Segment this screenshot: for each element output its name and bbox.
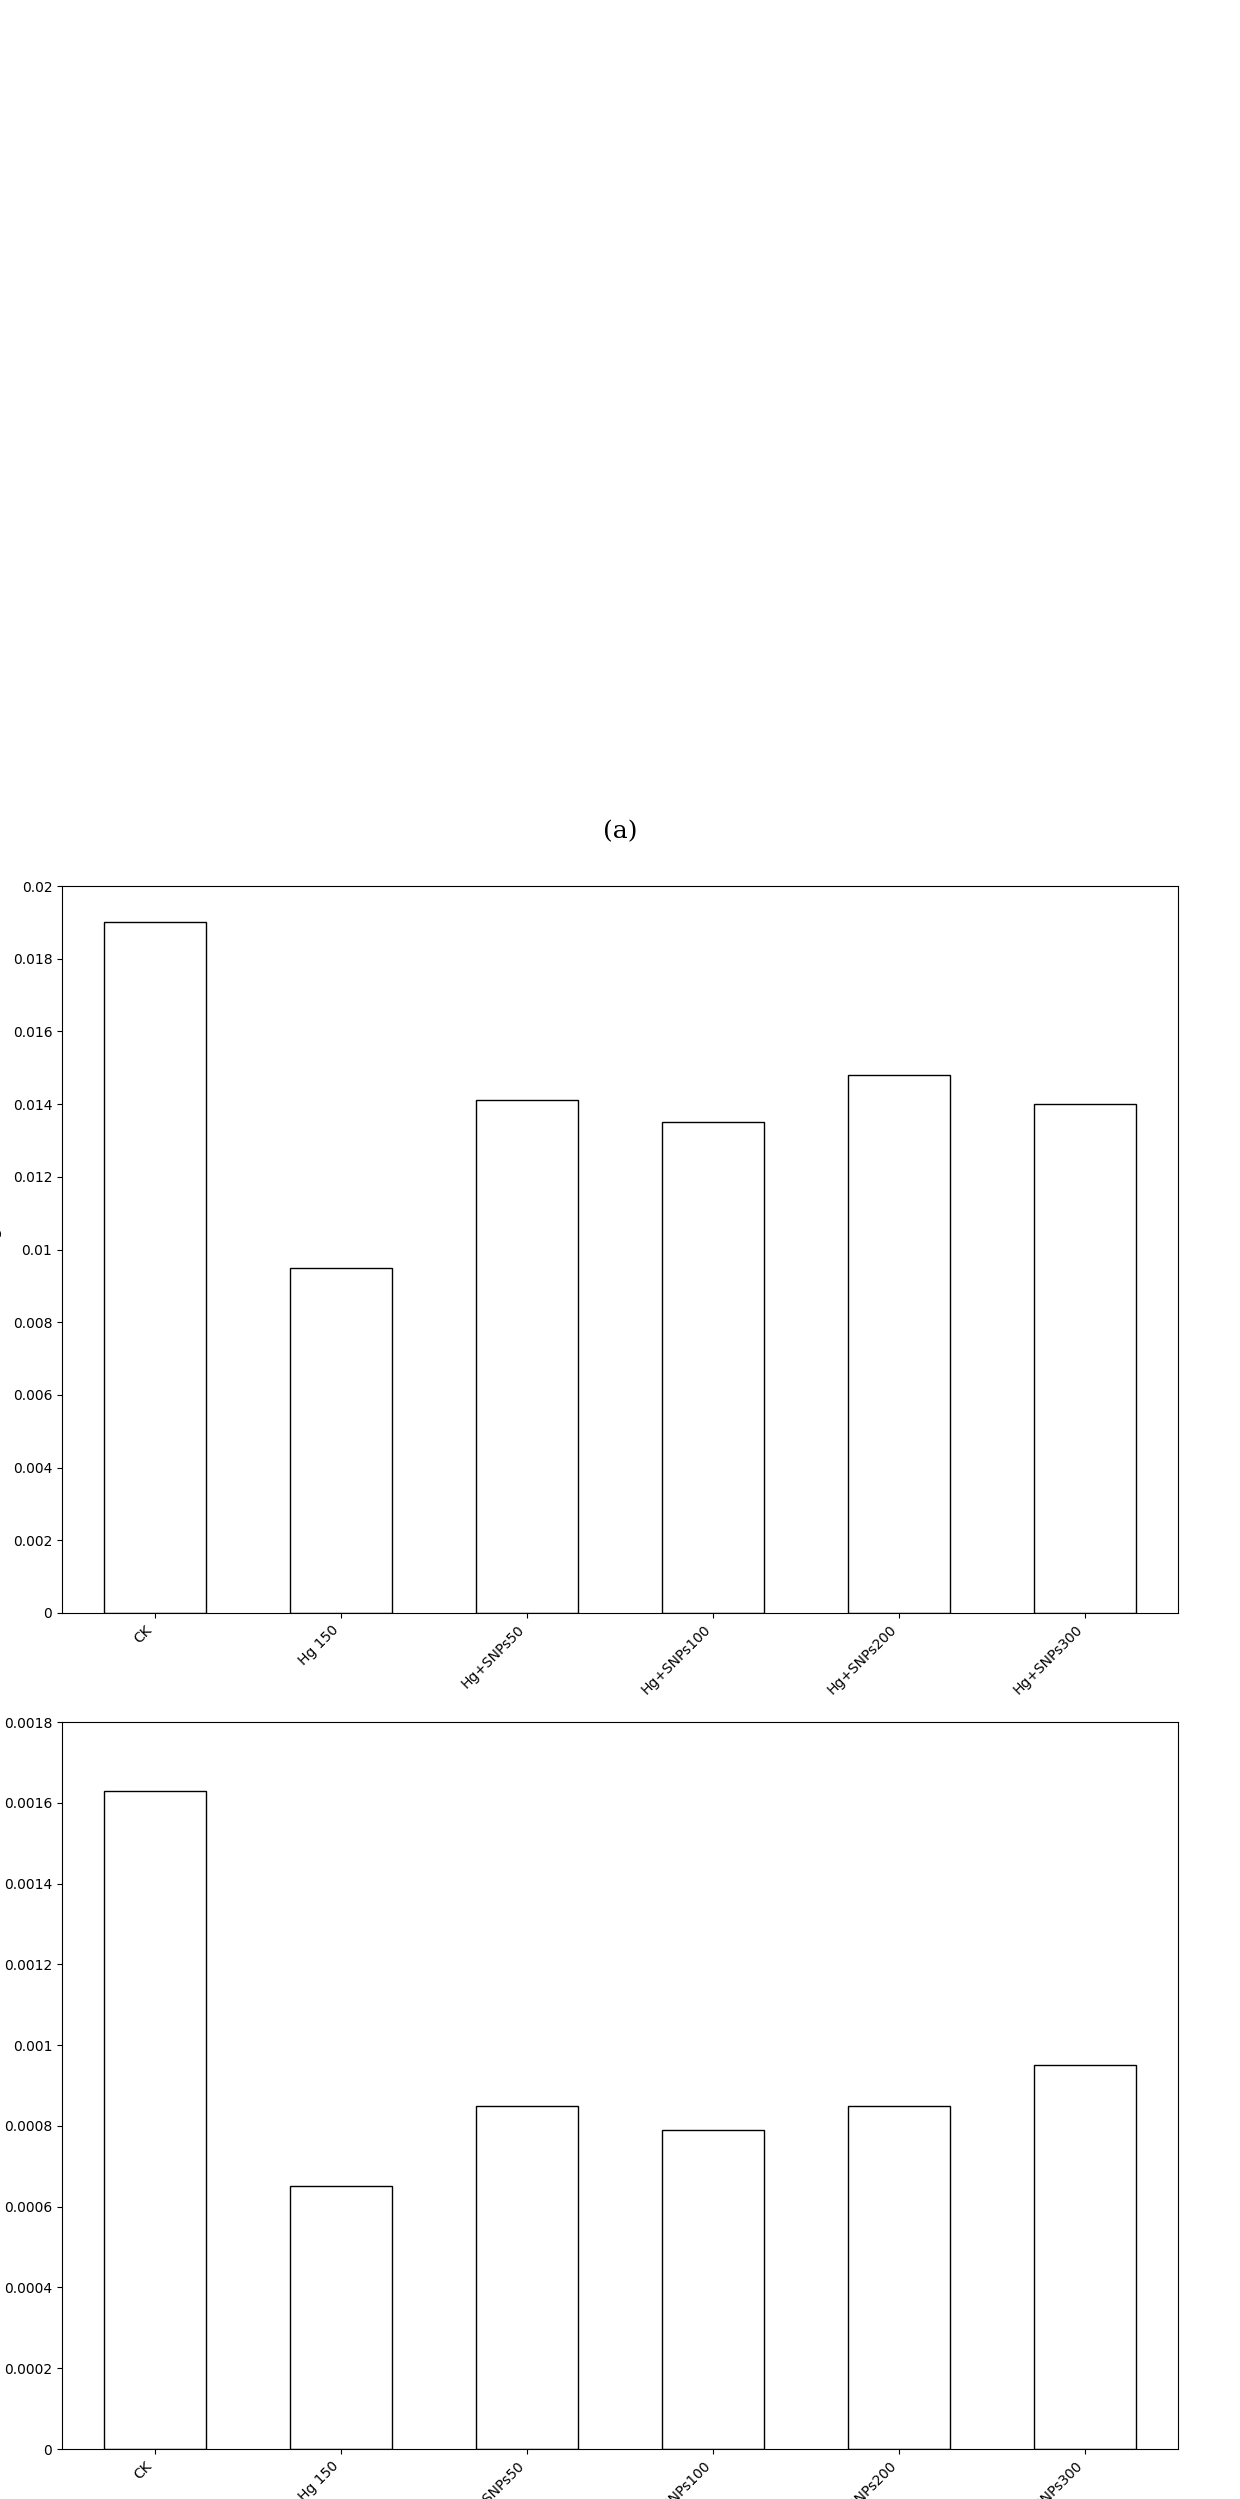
Ellipse shape	[366, 495, 450, 535]
Ellipse shape	[0, 437, 91, 490]
Polygon shape	[816, 442, 893, 647]
Ellipse shape	[459, 457, 536, 500]
Text: CK: CK	[118, 707, 140, 727]
Text: Hg150: Hg150	[269, 707, 324, 727]
Text: Hg+SNPs300: Hg+SNPs300	[978, 707, 1087, 727]
Text: Hg+SNPs50: Hg+SNPs50	[427, 707, 523, 727]
Ellipse shape	[1045, 522, 1126, 562]
Ellipse shape	[118, 555, 207, 592]
Text: Hg+SNPs100: Hg+SNPs100	[610, 707, 719, 727]
Ellipse shape	[980, 577, 1043, 605]
Ellipse shape	[868, 517, 952, 557]
Bar	[1034, 2064, 1136, 2449]
Ellipse shape	[222, 562, 281, 590]
Bar	[662, 2129, 764, 2449]
Ellipse shape	[1017, 467, 1091, 507]
Y-axis label: 地上部干重(g/株): 地上部干重(g/株)	[0, 1202, 1, 1297]
Ellipse shape	[419, 572, 486, 602]
Bar	[848, 1075, 950, 1612]
Ellipse shape	[29, 517, 118, 555]
Bar	[104, 1792, 206, 2449]
Bar	[662, 1122, 764, 1612]
Ellipse shape	[677, 522, 758, 562]
Ellipse shape	[269, 527, 324, 555]
Ellipse shape	[306, 575, 358, 600]
Ellipse shape	[79, 402, 156, 452]
Polygon shape	[996, 452, 1070, 647]
Ellipse shape	[560, 502, 641, 542]
Text: Hg+SNPs200: Hg+SNPs200	[800, 707, 909, 727]
Ellipse shape	[489, 517, 573, 557]
Polygon shape	[627, 452, 702, 647]
Text: (a): (a)	[603, 820, 637, 845]
Bar	[848, 2107, 950, 2449]
Polygon shape	[274, 530, 319, 647]
Bar	[476, 1100, 578, 1612]
Bar	[476, 2107, 578, 2449]
Ellipse shape	[799, 572, 866, 602]
Bar	[290, 1267, 392, 1612]
Bar	[290, 2187, 392, 2449]
Ellipse shape	[838, 457, 915, 500]
Ellipse shape	[611, 577, 675, 605]
Polygon shape	[436, 442, 515, 647]
Polygon shape	[73, 392, 185, 647]
Bar	[1034, 1105, 1136, 1612]
Text: (b): (b)	[603, 1889, 637, 1912]
Ellipse shape	[745, 495, 830, 535]
Bar	[104, 922, 206, 1612]
Ellipse shape	[929, 502, 1009, 542]
Ellipse shape	[145, 460, 247, 512]
Ellipse shape	[649, 467, 723, 507]
